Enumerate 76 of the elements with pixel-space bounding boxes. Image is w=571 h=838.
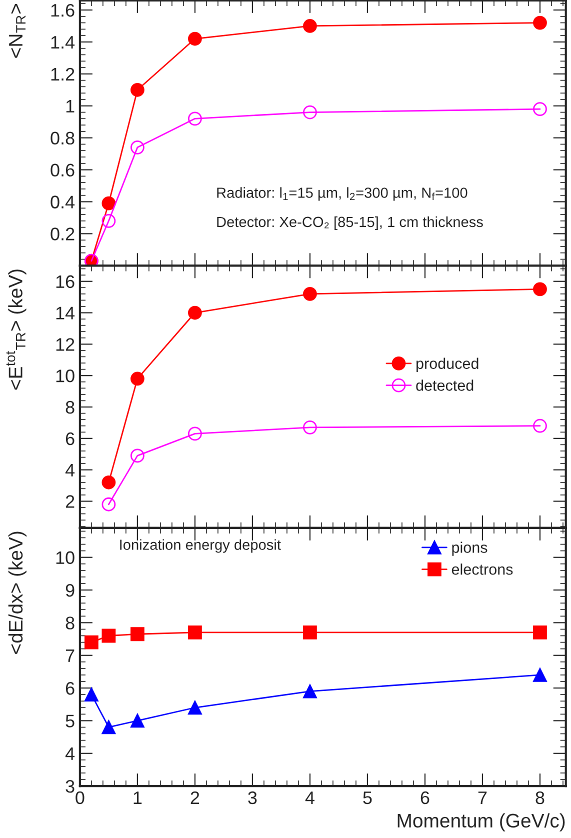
point	[130, 714, 144, 728]
point	[533, 668, 547, 682]
x-tick-label: 6	[420, 791, 430, 804]
annotation: Radiator: l$_{1}$=15 µm, l$_{2}$=300 µm, N$_{f}$=100	[217, 187, 468, 201]
y-tick-label: 0.6	[50, 164, 74, 176]
point	[533, 626, 547, 640]
y-tick-label: 8	[66, 400, 74, 414]
point	[130, 372, 144, 386]
point	[188, 306, 202, 320]
point	[130, 140, 144, 154]
y-tick-label: 2	[66, 495, 74, 508]
x-tick-label: 0	[76, 791, 84, 804]
point	[303, 286, 317, 301]
point	[130, 627, 144, 642]
x-tick-label: 1	[134, 792, 142, 804]
point	[188, 700, 202, 715]
y-tick-label: 14	[56, 306, 75, 320]
legend-label: electrons	[452, 564, 513, 575]
y-tick-label: 12	[56, 338, 74, 351]
point	[102, 628, 116, 643]
y-tick-label: 16	[56, 275, 74, 288]
annotation: Ionization energy deposit	[120, 539, 281, 553]
y-tick-label: 1	[66, 100, 74, 112]
y-tick-label: 1.4	[51, 36, 75, 49]
y-tick-label: 0.8	[50, 132, 74, 145]
x-tick-label: 5	[363, 792, 372, 804]
point	[102, 214, 116, 228]
y-tick-label: 0.4	[50, 196, 75, 208]
point	[102, 196, 116, 210]
point	[303, 105, 317, 120]
y-tick-label: 8	[66, 616, 74, 630]
point	[533, 102, 547, 116]
legend-label: produced	[416, 358, 478, 372]
x-tick-label: 4	[305, 792, 314, 804]
x-tick-label: 7	[478, 792, 487, 804]
x-tick-label: 2	[190, 791, 200, 804]
point	[533, 418, 547, 433]
point	[102, 497, 116, 512]
y-tick-label: 4	[65, 464, 75, 476]
point	[130, 448, 144, 463]
point	[84, 635, 98, 650]
point	[188, 426, 202, 441]
y-axis-title: <N$_{TR}$>	[9, 4, 26, 58]
y-tick-label: 10	[56, 551, 74, 564]
point	[303, 19, 317, 33]
y-tick-label: 4	[65, 747, 75, 760]
x-tick-label: 3	[248, 791, 257, 804]
y-tick-label: 9	[66, 584, 74, 597]
point	[533, 16, 547, 30]
point	[188, 32, 202, 46]
annotation: Detector: Xe-CO₂ [85-15], 1 cm thickness	[217, 216, 483, 230]
y-tick-label: 10	[56, 370, 74, 382]
point	[130, 82, 144, 97]
point	[102, 720, 116, 734]
point	[102, 475, 116, 490]
y-tick-label: 1.2	[51, 68, 74, 80]
legend-label: detected	[416, 380, 474, 391]
x-tick-label: 8	[536, 791, 544, 804]
y-axis-title: <dE/dx> (keV)	[8, 532, 26, 654]
y-tick-label: 7	[66, 649, 74, 662]
x-axis-title: Momentum (GeV/c)	[398, 813, 565, 832]
point	[533, 282, 547, 296]
point	[188, 112, 202, 126]
point	[188, 626, 202, 640]
y-tick-label: 6	[66, 432, 74, 446]
y-tick-label: 0.2	[50, 228, 74, 240]
point	[303, 684, 317, 698]
y-axis-title: <E$^{tot}$$_{TR}$> (keV)	[6, 270, 26, 390]
y-tick-label: 6	[66, 682, 74, 695]
point	[303, 420, 317, 434]
y-tick-label: 1.6	[51, 4, 74, 17]
point	[303, 626, 317, 640]
legend-label: pions	[452, 542, 488, 556]
point	[84, 688, 98, 702]
y-tick-label: 3	[66, 780, 74, 793]
y-tick-label: 5	[66, 714, 74, 728]
